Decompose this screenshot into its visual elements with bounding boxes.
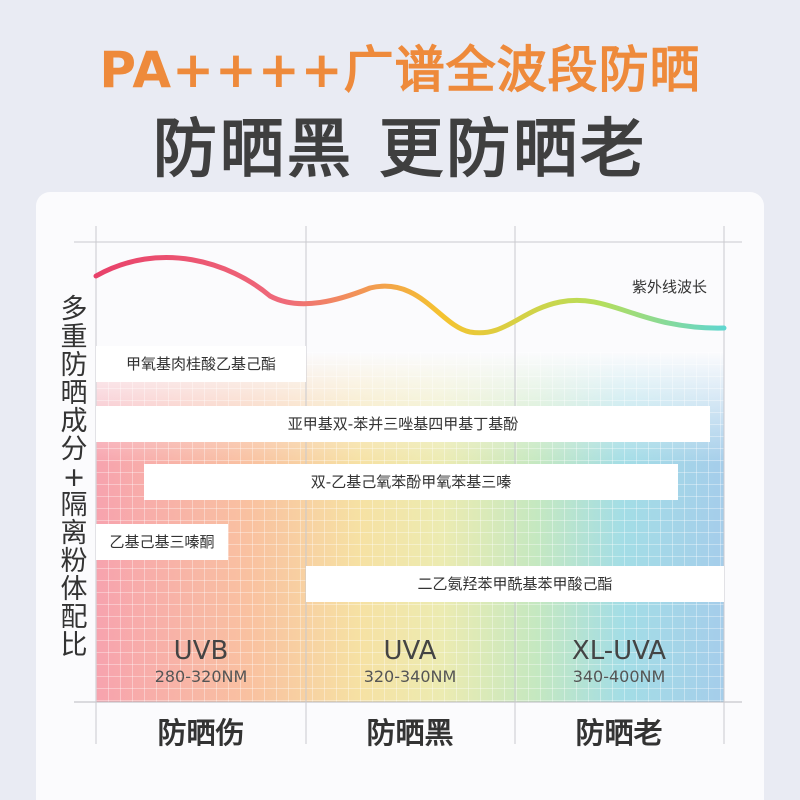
y-axis-label: 多重 防晒 成分 + 隔 离粉 体配 比	[60, 294, 88, 661]
wavelength-label: 紫外线波长	[632, 278, 708, 296]
band-uva-range: 320-340NM	[363, 667, 457, 686]
ingredient-bar-4: 乙基己基三嗪酮	[96, 524, 228, 560]
ingredient-bar-3: 双-乙基己氧苯酚甲氧苯基三嗪	[144, 464, 678, 500]
effect-sunburn: 防晒伤	[157, 716, 245, 750]
band-uvb-range: 280-320NM	[154, 667, 248, 686]
ingredient-bar-2: 亚甲基双-苯并三唑基四甲基丁基酚	[96, 406, 710, 442]
ingredient-bar-1: 甲氧基肉桂酸乙基己酯	[96, 346, 306, 382]
effect-aging: 防晒老	[575, 716, 663, 750]
band-xluva-range: 340-400NM	[572, 667, 666, 686]
headline-spectrum: PA++++广谱全波段防晒	[99, 41, 701, 99]
band-uva-name: UVA	[383, 636, 437, 666]
band-xluva-name: XL-UVA	[571, 636, 667, 666]
ingredient-bar-5: 二乙氨羟苯甲酰基苯甲酸己酯	[306, 566, 724, 602]
band-uvb-name: UVB	[173, 636, 229, 666]
uv-wavelength-curve	[93, 255, 727, 336]
effect-tanning: 防晒黑	[366, 716, 454, 750]
headline-benefit: 防晒黑 更防晒老	[152, 113, 648, 187]
